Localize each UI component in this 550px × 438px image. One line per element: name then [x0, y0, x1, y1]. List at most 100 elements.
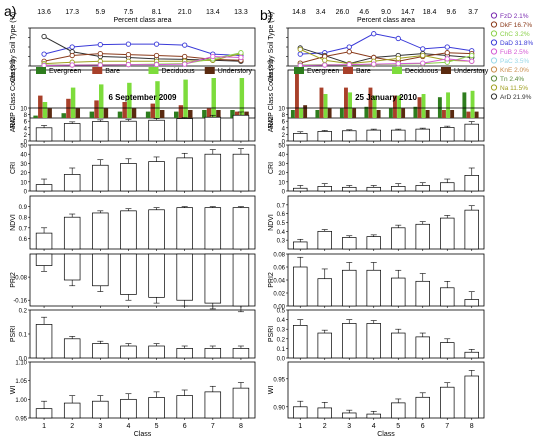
soil-series-point	[125, 61, 132, 68]
soil-series-point	[420, 46, 426, 52]
bar	[293, 187, 308, 192]
naip-bar	[352, 108, 357, 118]
y-tick-label: 1.10	[15, 361, 27, 367]
bar	[35, 324, 53, 359]
naip-bar	[413, 106, 418, 118]
x-tick-label: 2	[70, 423, 74, 430]
bar	[63, 338, 81, 359]
naip-legend-swatch	[392, 67, 402, 74]
soil-series-point	[297, 46, 303, 53]
naip-chart-frame	[287, 69, 485, 119]
naip-bar	[178, 105, 184, 118]
panel-date: 25 January 2010	[355, 93, 417, 102]
x-tick-label: 8	[470, 423, 474, 430]
naip-bar	[230, 110, 235, 118]
y-tick-label: 6	[282, 120, 286, 126]
y-tick-label: 0.1	[19, 333, 28, 339]
soil-series-point	[322, 57, 328, 63]
y-tick-label: 0.6	[19, 237, 28, 243]
bar	[391, 277, 406, 307]
soil-series-point	[182, 61, 188, 67]
soil-series-point	[238, 50, 244, 56]
bar	[342, 412, 357, 419]
bar	[415, 223, 430, 250]
bar	[391, 332, 406, 359]
soil-legend-label: ArD 21.9%	[500, 94, 532, 101]
bar	[92, 400, 109, 419]
bar	[176, 157, 193, 192]
y-tick-label: 0.3	[277, 239, 286, 245]
percent-class-area-label: Percent class area	[357, 17, 415, 24]
soil-series-point	[210, 53, 216, 60]
bar	[204, 207, 222, 250]
bar	[440, 182, 455, 192]
naip-bar	[155, 81, 160, 118]
bar	[415, 396, 430, 419]
panel-a: 13.6 17.3 5.9 7.5 8.1 21.0 13.4 13.3 Percent cla…	[10, 9, 256, 438]
bar-chart-frame	[287, 195, 485, 250]
x-tick-label: 5	[396, 423, 400, 430]
bar	[176, 395, 193, 419]
soil-series-point	[371, 31, 377, 37]
y-tick-label: 0.5	[277, 221, 286, 227]
bar	[342, 130, 357, 142]
bar	[342, 323, 357, 359]
soil-legend-label: PaC 3.5%	[500, 58, 529, 65]
bar-chart-frame	[29, 361, 256, 419]
soil-series-point	[420, 52, 426, 59]
bar-chart-frame	[287, 361, 485, 419]
x-tick-label: 6	[421, 423, 425, 430]
naip-bar	[239, 78, 245, 118]
bar	[440, 127, 455, 142]
bar	[342, 237, 357, 250]
bar	[440, 217, 455, 250]
bar-y-label: ARI2	[268, 117, 275, 133]
x-tick-label: 4	[372, 423, 376, 430]
naip-bar	[295, 71, 299, 118]
naip-y-label: NAIP Class Cover (%)	[268, 59, 275, 128]
y-tick-label: 0.7	[277, 203, 286, 209]
bar	[366, 236, 381, 250]
naip-bar	[372, 95, 377, 118]
soil-series-point	[97, 51, 103, 57]
y-tick-label: 50	[20, 144, 27, 150]
naip-bar	[339, 108, 344, 118]
soil-series-point	[469, 58, 475, 64]
bar-y-label: PSRI	[268, 326, 275, 342]
soil-legend-marker	[490, 84, 498, 91]
bar	[391, 186, 406, 192]
y-tick-label: 0.02	[273, 292, 285, 298]
naip-bar	[303, 105, 308, 118]
percent-class-area-value: 9.0	[381, 9, 391, 16]
bar	[35, 253, 53, 266]
soil-series-point	[371, 61, 377, 67]
bar	[92, 164, 109, 192]
soil-series-point	[41, 51, 47, 57]
bar-y-label: WI	[268, 386, 275, 395]
bar	[35, 184, 53, 192]
bar	[63, 123, 81, 142]
soil-y-label: Class by Soil Type (%)	[268, 12, 275, 82]
soil-series-point	[69, 62, 75, 68]
naip-bar	[368, 87, 373, 118]
naip-chart-frame	[29, 69, 256, 119]
bar	[391, 129, 406, 142]
soil-series-point	[444, 56, 450, 62]
y-tick-label: 0.3	[277, 328, 286, 334]
soil-legend-marker	[490, 48, 498, 55]
bar	[92, 212, 109, 250]
bar	[148, 161, 165, 192]
soil-legend-label: Na 11.5%	[500, 85, 528, 92]
bar	[204, 391, 222, 419]
naip-bar	[33, 115, 38, 118]
bar	[366, 129, 381, 142]
soil-series-point	[69, 44, 75, 50]
soil-series-point	[420, 60, 426, 66]
y-tick-label: 0.95	[15, 417, 27, 423]
soil-series-line	[300, 47, 472, 65]
percent-class-area-value: 3.4	[316, 9, 326, 16]
naip-bar	[206, 108, 212, 118]
bar	[176, 253, 193, 301]
bar	[391, 227, 406, 250]
